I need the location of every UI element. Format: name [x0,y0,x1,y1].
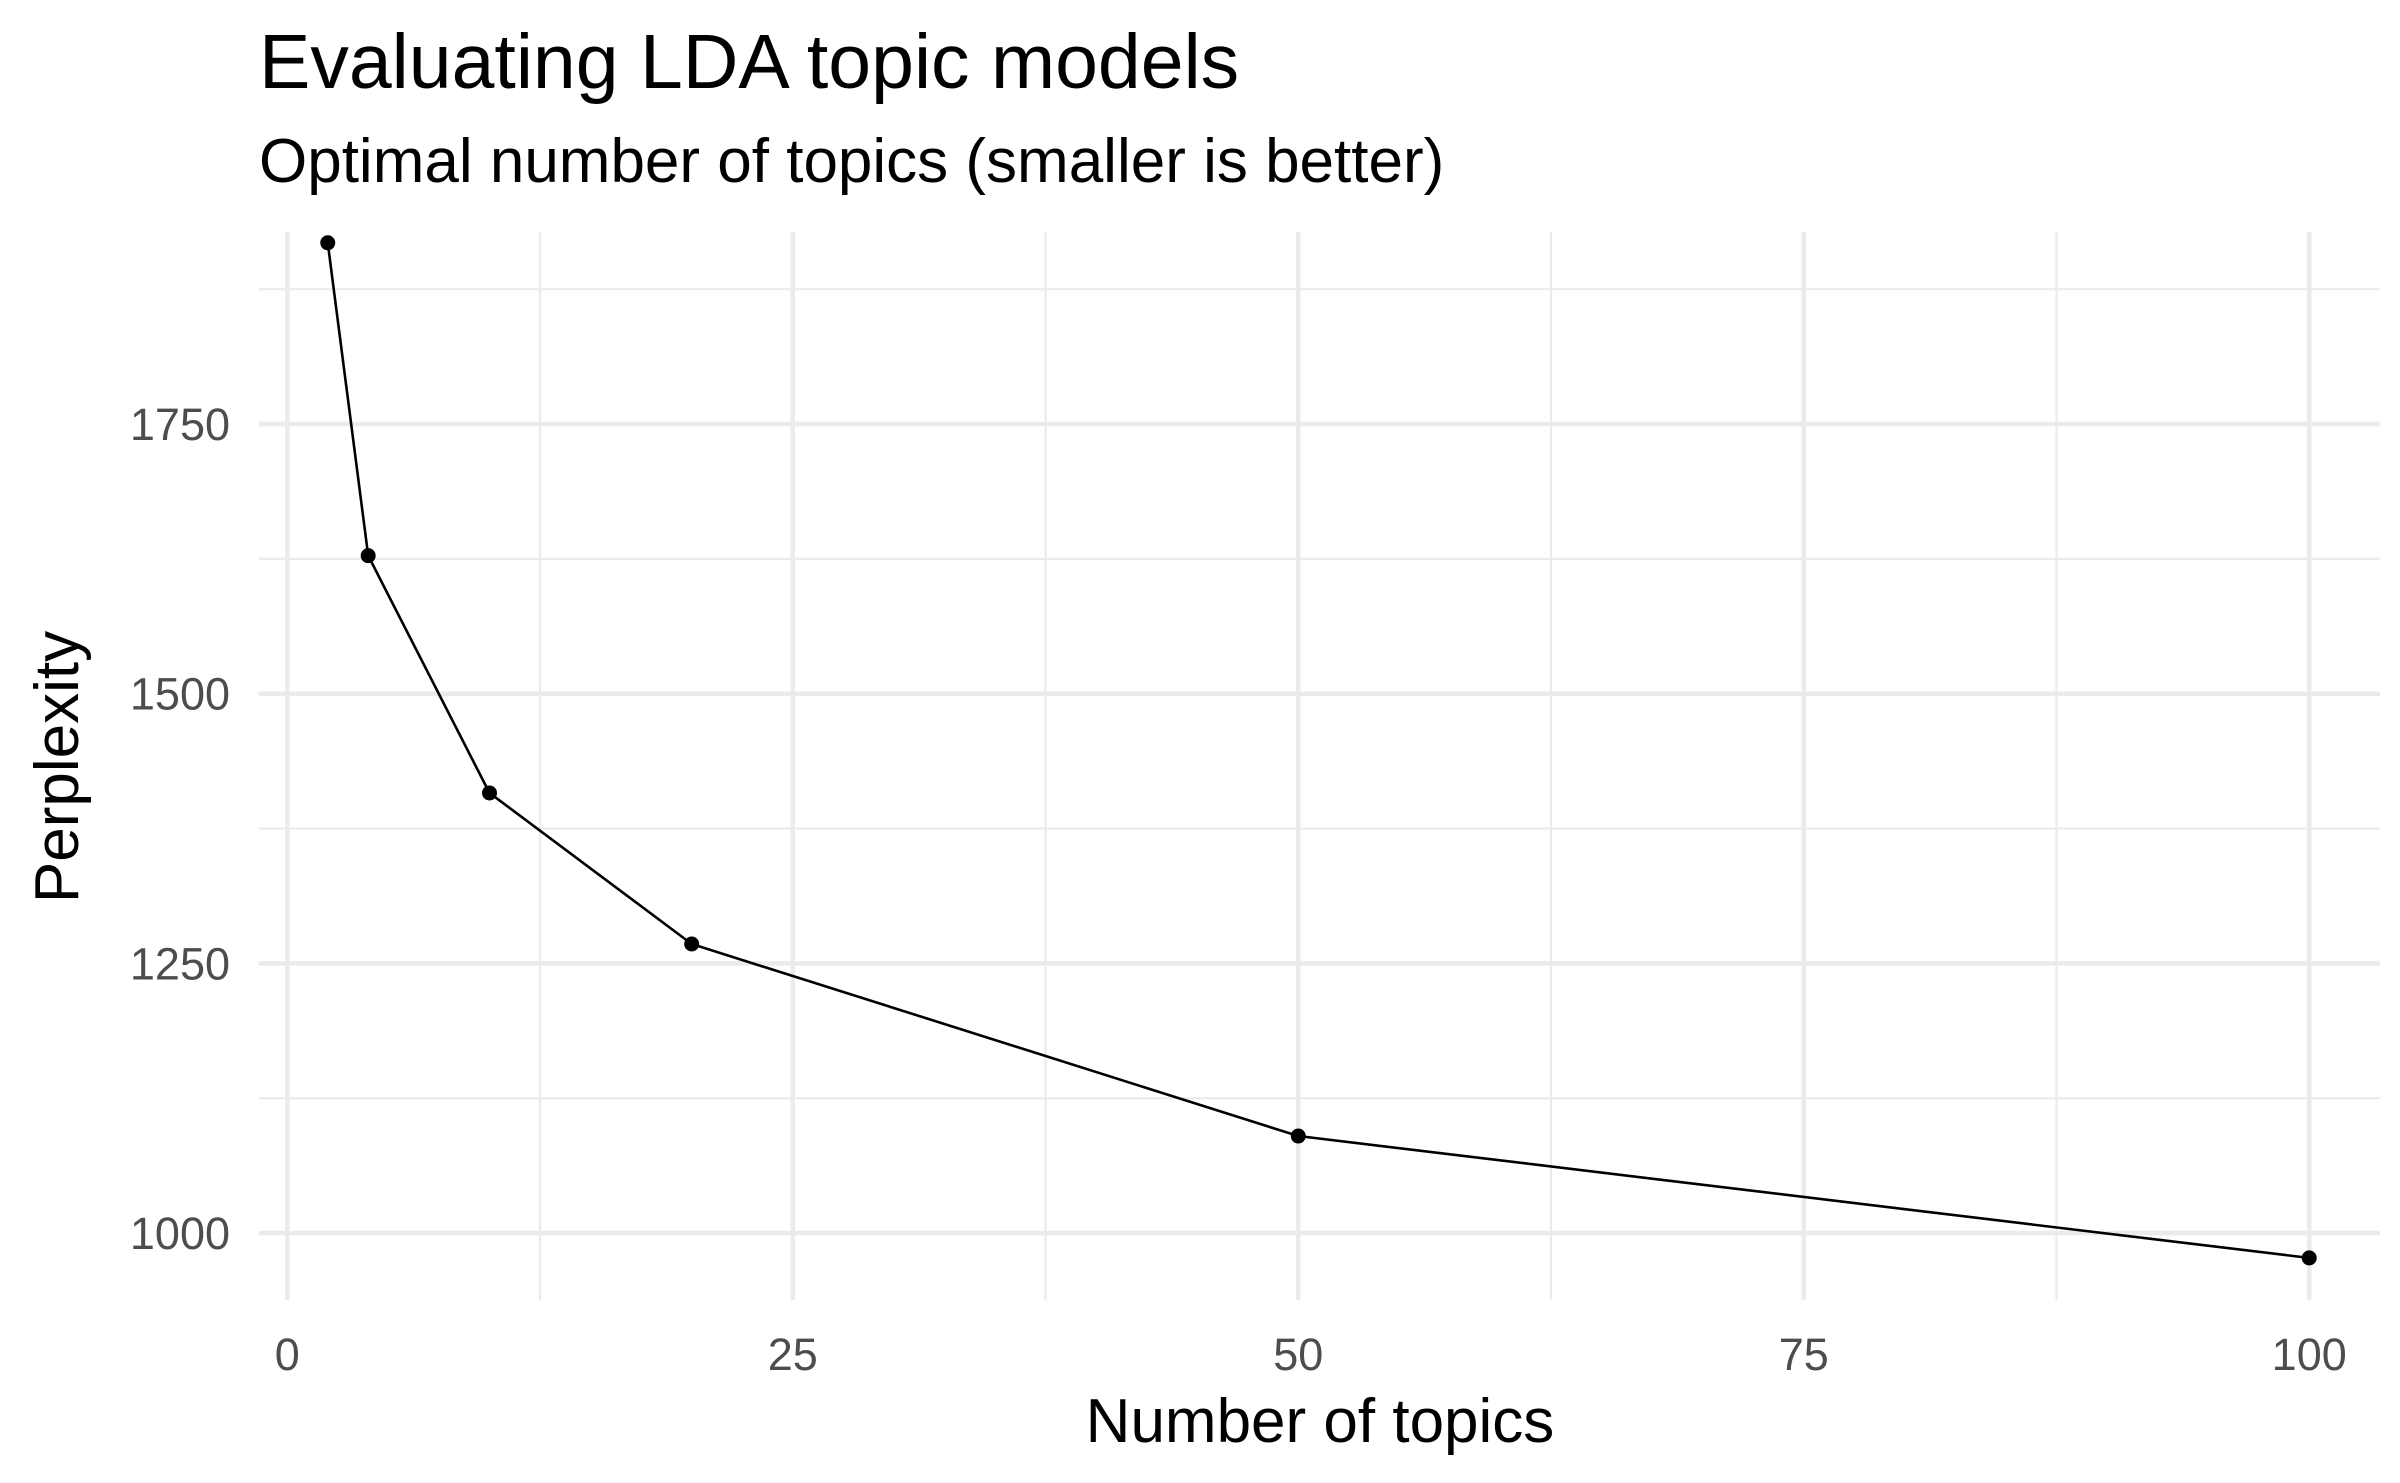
data-series [320,235,2317,1266]
data-point [684,936,700,952]
x-tick-label: 50 [1273,1329,1323,1380]
series-line [326,242,2310,1260]
x-tick-label: 100 [2272,1329,2347,1380]
y-axis-title: Perplexity [23,631,92,903]
data-point [1290,1128,1306,1144]
x-tick-label: 75 [1779,1329,1829,1380]
data-point [2301,1250,2317,1266]
axis-ticks: 0 25 50 75 100 1000 1250 1500 1750 [130,399,2347,1380]
x-axis-title: Number of topics [1086,1387,1555,1456]
plot-grid [259,232,2380,1300]
data-point [360,548,376,564]
y-tick-label: 1750 [130,399,230,450]
chart-subtitle: Optimal number of topics (smaller is bet… [259,127,1444,196]
x-tick-label: 0 [275,1329,300,1380]
y-tick-label: 1000 [130,1208,230,1259]
y-tick-label: 1250 [130,938,230,989]
data-point [320,235,336,251]
y-tick-label: 1500 [130,669,230,720]
data-point [481,785,497,801]
x-tick-label: 25 [768,1329,818,1380]
chart-title: Evaluating LDA topic models [259,19,1239,105]
